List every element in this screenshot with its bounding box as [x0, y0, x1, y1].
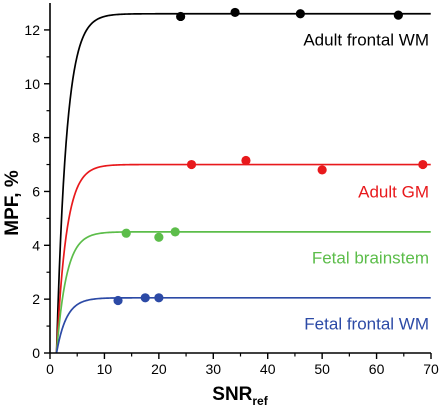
x-tick-label: 70: [423, 361, 439, 377]
x-axis-title-main: SNR: [212, 384, 252, 405]
data-point-adult-frontal-wm: [230, 7, 240, 18]
data-point-adult-gm: [418, 159, 428, 170]
data-point-adult-frontal-wm: [295, 9, 305, 19]
series-label-fetal-frontal-wm: Fetal frontal WM: [304, 314, 429, 333]
x-tick-label: 40: [260, 361, 276, 377]
series-labels: Adult frontal WM Adult GM Fetal brainstem F…: [303, 30, 429, 333]
data-point-adult-gm: [241, 155, 251, 166]
data-point-adult-frontal-wm: [176, 11, 186, 22]
x-tick-label: 20: [151, 361, 167, 377]
series-label-adult-frontal-wm: Adult frontal WM: [303, 30, 429, 49]
series-label-adult-gm: Adult GM: [358, 182, 429, 201]
fit-curve-adult-frontal-wm: [55, 12, 431, 354]
y-axis-title: MPF, %: [2, 170, 23, 236]
data-point-fetal-brainstem: [154, 232, 164, 242]
y-tick-label: 6: [32, 183, 40, 199]
axes: [49, 3, 431, 354]
fit-curve-adult-gm: [55, 163, 431, 354]
x-axis-title-subscript: ref: [252, 394, 268, 408]
data-point-adult-gm: [317, 165, 327, 175]
data-point-adult-gm: [186, 159, 197, 170]
fit-curve-fetal-brainstem: [55, 231, 431, 354]
x-tick-label: 60: [369, 361, 385, 377]
y-tick-label: 8: [32, 130, 40, 146]
y-tick-label: 12: [24, 22, 40, 38]
y-tick-label: 10: [24, 76, 40, 92]
x-tick-label: 30: [205, 361, 221, 377]
x-axis-title: SNRref: [212, 384, 268, 408]
data-point-fetal-frontal-wm: [140, 293, 150, 303]
x-tick-label: 10: [97, 361, 113, 377]
data-point-fetal-frontal-wm: [113, 295, 123, 306]
data-point-adult-frontal-wm: [393, 10, 403, 20]
y-tick-label: 0: [32, 345, 40, 361]
x-tick-label: 50: [314, 361, 330, 377]
y-tick-label: 4: [32, 237, 40, 253]
data-points: [113, 7, 428, 306]
data-point-fetal-brainstem: [121, 228, 131, 238]
y-tick-label: 2: [32, 291, 40, 307]
data-point-fetal-brainstem: [170, 227, 180, 237]
data-point-fetal-frontal-wm: [154, 293, 164, 303]
ticks: 0 10 20 30 40 50 60 70 0 2 4 6 8 10 12: [24, 22, 439, 377]
series-label-fetal-brainstem: Fetal brainstem: [312, 248, 429, 267]
x-tick-label: 0: [46, 361, 54, 377]
